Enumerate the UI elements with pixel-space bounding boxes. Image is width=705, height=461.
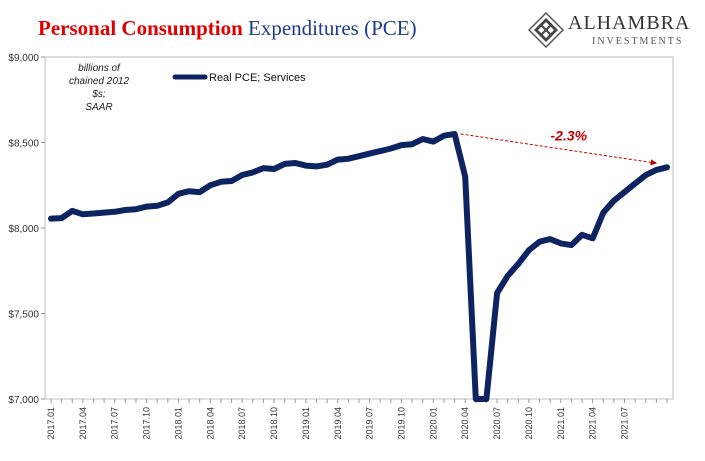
alhambra-logo: ALHAMBRA INVESTMENTS bbox=[528, 10, 700, 52]
x-tick-label: 2018.04 bbox=[205, 407, 215, 440]
y-tick-label: $8,500 bbox=[8, 139, 39, 150]
y-tick-label: $9,000 bbox=[8, 53, 39, 64]
diamond-logo-icon bbox=[528, 12, 564, 48]
y-tick-label: $7,000 bbox=[8, 395, 39, 406]
x-tick-label: 2021.01 bbox=[556, 407, 566, 440]
x-tick-label: 2019.04 bbox=[333, 407, 343, 440]
x-tick-label: 2021.07 bbox=[620, 407, 630, 440]
logo-subtitle: INVESTMENTS bbox=[592, 36, 684, 47]
x-tick-label: 2021.04 bbox=[588, 407, 598, 440]
units-note-line: billions of bbox=[78, 63, 120, 74]
x-tick-label: 2019.10 bbox=[396, 407, 406, 440]
units-note: billions of chained 2012 $s; SAAR bbox=[64, 62, 134, 114]
x-tick-label: 2018.10 bbox=[269, 407, 279, 440]
annotation-label: -2.3% bbox=[551, 128, 588, 144]
x-tick-label: 2020.04 bbox=[460, 407, 470, 440]
plot-area-frame bbox=[44, 56, 674, 400]
legend-label: Real PCE; Services bbox=[209, 72, 306, 84]
annotation-arrow bbox=[460, 133, 658, 164]
x-tick-label: 2017.10 bbox=[142, 407, 152, 440]
x-tick-label: 2019.07 bbox=[365, 407, 375, 440]
y-tick-label: $7,500 bbox=[8, 310, 39, 321]
series-line-real-pce-services bbox=[48, 130, 670, 402]
x-tick-label: 2020.01 bbox=[428, 407, 438, 440]
annotation-arrowhead bbox=[650, 159, 657, 166]
logo-name: ALHAMBRA bbox=[568, 12, 691, 34]
units-note-line: SAAR bbox=[85, 102, 113, 113]
units-note-line: chained 2012 $s; bbox=[68, 76, 130, 100]
title-highlight: Personal Consumption bbox=[38, 16, 243, 40]
x-tick-label: 2017.04 bbox=[78, 407, 88, 440]
x-tick-label: 2020.07 bbox=[492, 407, 502, 440]
x-tick-label: 2017.01 bbox=[46, 407, 56, 440]
x-tick-label: 2020.10 bbox=[524, 407, 534, 440]
x-tick-label: 2019.01 bbox=[301, 407, 311, 440]
y-tick-label: $8,000 bbox=[8, 224, 39, 235]
x-tick-label: 2018.01 bbox=[173, 407, 183, 440]
chart-title: Personal Consumption Expenditures (PCE) bbox=[38, 16, 417, 41]
x-tick-label: 2017.07 bbox=[110, 407, 120, 440]
title-rest: Expenditures (PCE) bbox=[248, 16, 417, 40]
x-tick-label: 2018.07 bbox=[237, 407, 247, 440]
